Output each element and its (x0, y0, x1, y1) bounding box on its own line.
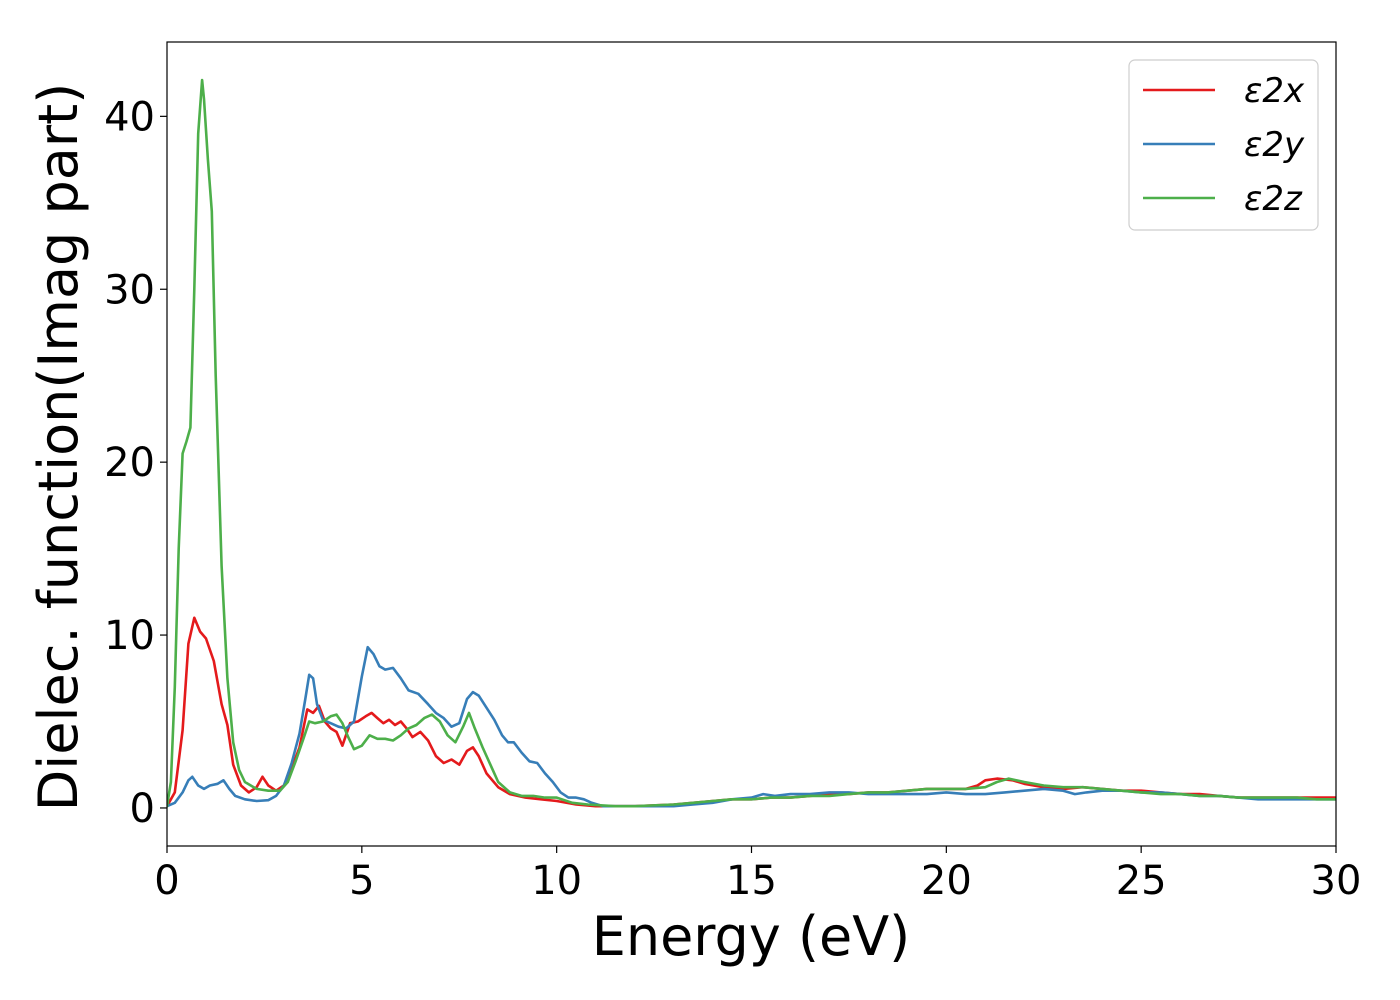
x-tick-label: 30 (1311, 858, 1362, 904)
x-tick-label: 10 (531, 858, 582, 904)
series-layer (167, 78, 1336, 808)
y-tick-label: 20 (104, 440, 155, 486)
y-axis-label: Dielec. function(Imag part) (27, 83, 90, 812)
x-tick-label: 5 (349, 858, 374, 904)
series-line-2 (167, 645, 1336, 808)
x-tick-label: 20 (921, 858, 972, 904)
series-line-3 (167, 78, 1336, 808)
legend-label: ε2z (1244, 179, 1303, 219)
legend: ε2x ε2y ε2z (1128, 59, 1319, 231)
x-axis-label: Energy (eV) (592, 905, 911, 968)
x-axis: 0 5 10 15 20 25 30 (154, 846, 1361, 904)
legend-box (1128, 59, 1319, 231)
legend-label: ε2y (1244, 125, 1305, 165)
x-tick-label: 25 (1116, 858, 1167, 904)
legend-label: ε2x (1244, 71, 1305, 111)
y-axis: 0 10 20 30 40 (104, 94, 167, 832)
y-tick-label: 30 (104, 267, 155, 313)
series-line-1 (167, 616, 1336, 808)
x-tick-label: 0 (154, 858, 179, 904)
y-tick-label: 0 (130, 786, 155, 832)
y-tick-label: 10 (104, 613, 155, 659)
y-tick-label: 40 (104, 94, 155, 140)
x-tick-label: 15 (726, 858, 777, 904)
